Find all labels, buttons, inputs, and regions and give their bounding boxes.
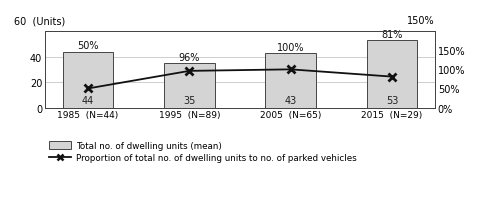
- Text: 44: 44: [82, 96, 94, 105]
- Text: 150%: 150%: [408, 16, 435, 26]
- Text: 100%: 100%: [277, 42, 304, 52]
- Text: 96%: 96%: [178, 52, 200, 62]
- Bar: [366, 41, 418, 108]
- Text: 60  (Units): 60 (Units): [14, 16, 65, 26]
- Text: 50%: 50%: [78, 41, 99, 51]
- Legend: Total no. of dwelling units (mean), Proportion of total no. of dwelling units to: Total no. of dwelling units (mean), Prop…: [50, 141, 356, 162]
- Text: 35: 35: [183, 96, 196, 105]
- Text: 43: 43: [284, 96, 297, 105]
- Bar: [62, 52, 114, 108]
- Text: 81%: 81%: [382, 30, 402, 40]
- Text: 53: 53: [386, 96, 398, 105]
- Bar: [266, 54, 316, 108]
- Bar: [164, 64, 214, 108]
